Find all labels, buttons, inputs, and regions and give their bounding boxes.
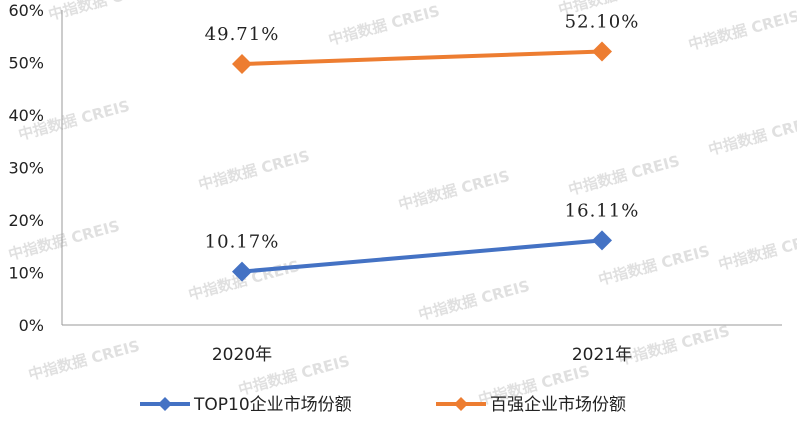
data-point-marker (232, 54, 252, 75)
series-1: 10.17% 16.11% (205, 200, 640, 282)
series-layer: 10.17% 16.11% 49.71% 52.10% (205, 11, 640, 282)
watermark-text: 中指数据 CREIS (26, 337, 141, 384)
data-label: 10.17% (205, 232, 280, 253)
y-tick-label: 50% (8, 54, 44, 73)
x-axis: 2020年 2021年 (62, 324, 782, 365)
legend-marker (158, 397, 172, 411)
legend-label: TOP10企业市场份额 (193, 395, 352, 415)
legend-label: 百强企业市场份额 (490, 395, 626, 415)
watermark-text: 中指数据 CREIS (396, 167, 511, 214)
legend-item-1: TOP10企业市场份额 (140, 395, 352, 415)
legend-item-2: 百强企业市场份额 (436, 395, 626, 415)
series-line (241, 49, 603, 67)
watermark-text: 中指数据 CREIS (566, 152, 681, 199)
y-axis: 0% 10% 20% 30% 40% 50% 60% (8, 1, 63, 335)
y-tick-label: 30% (8, 159, 44, 178)
series-2: 49.71% 52.10% (205, 11, 640, 75)
y-tick-label: 10% (8, 264, 44, 283)
data-label: 49.71% (205, 24, 280, 45)
data-point-marker (592, 230, 612, 251)
x-tick-label: 2020年 (212, 345, 272, 365)
watermark-text: 中指数据 CREIS (706, 112, 797, 159)
data-point-marker (232, 261, 252, 282)
y-tick-label: 60% (8, 1, 44, 20)
watermark-text: 中指数据 CREIS (716, 227, 797, 274)
y-tick-label: 0% (19, 316, 44, 335)
y-tick-label: 40% (8, 106, 44, 125)
watermark-text: 中指数据 CREIS (46, 0, 161, 24)
watermark-text: 中指数据 CREIS (596, 242, 711, 289)
x-tick-label: 2021年 (572, 345, 632, 365)
watermark-text: 中指数据 CREIS (326, 2, 441, 49)
series-line (241, 238, 603, 274)
watermark-text: 中指数据 CREIS (686, 7, 797, 54)
watermark-text: 中指数据 CREIS (196, 147, 311, 194)
data-point-marker (592, 41, 612, 62)
data-label: 52.10% (565, 11, 640, 32)
data-label: 16.11% (565, 200, 640, 221)
watermark-text: 中指数据 CREIS (416, 277, 531, 324)
y-tick-label: 20% (8, 211, 44, 230)
watermark-text: 中指数据 CREIS (616, 322, 731, 369)
legend-marker (454, 397, 468, 411)
legend: TOP10企业市场份额 百强企业市场份额 (140, 395, 626, 415)
